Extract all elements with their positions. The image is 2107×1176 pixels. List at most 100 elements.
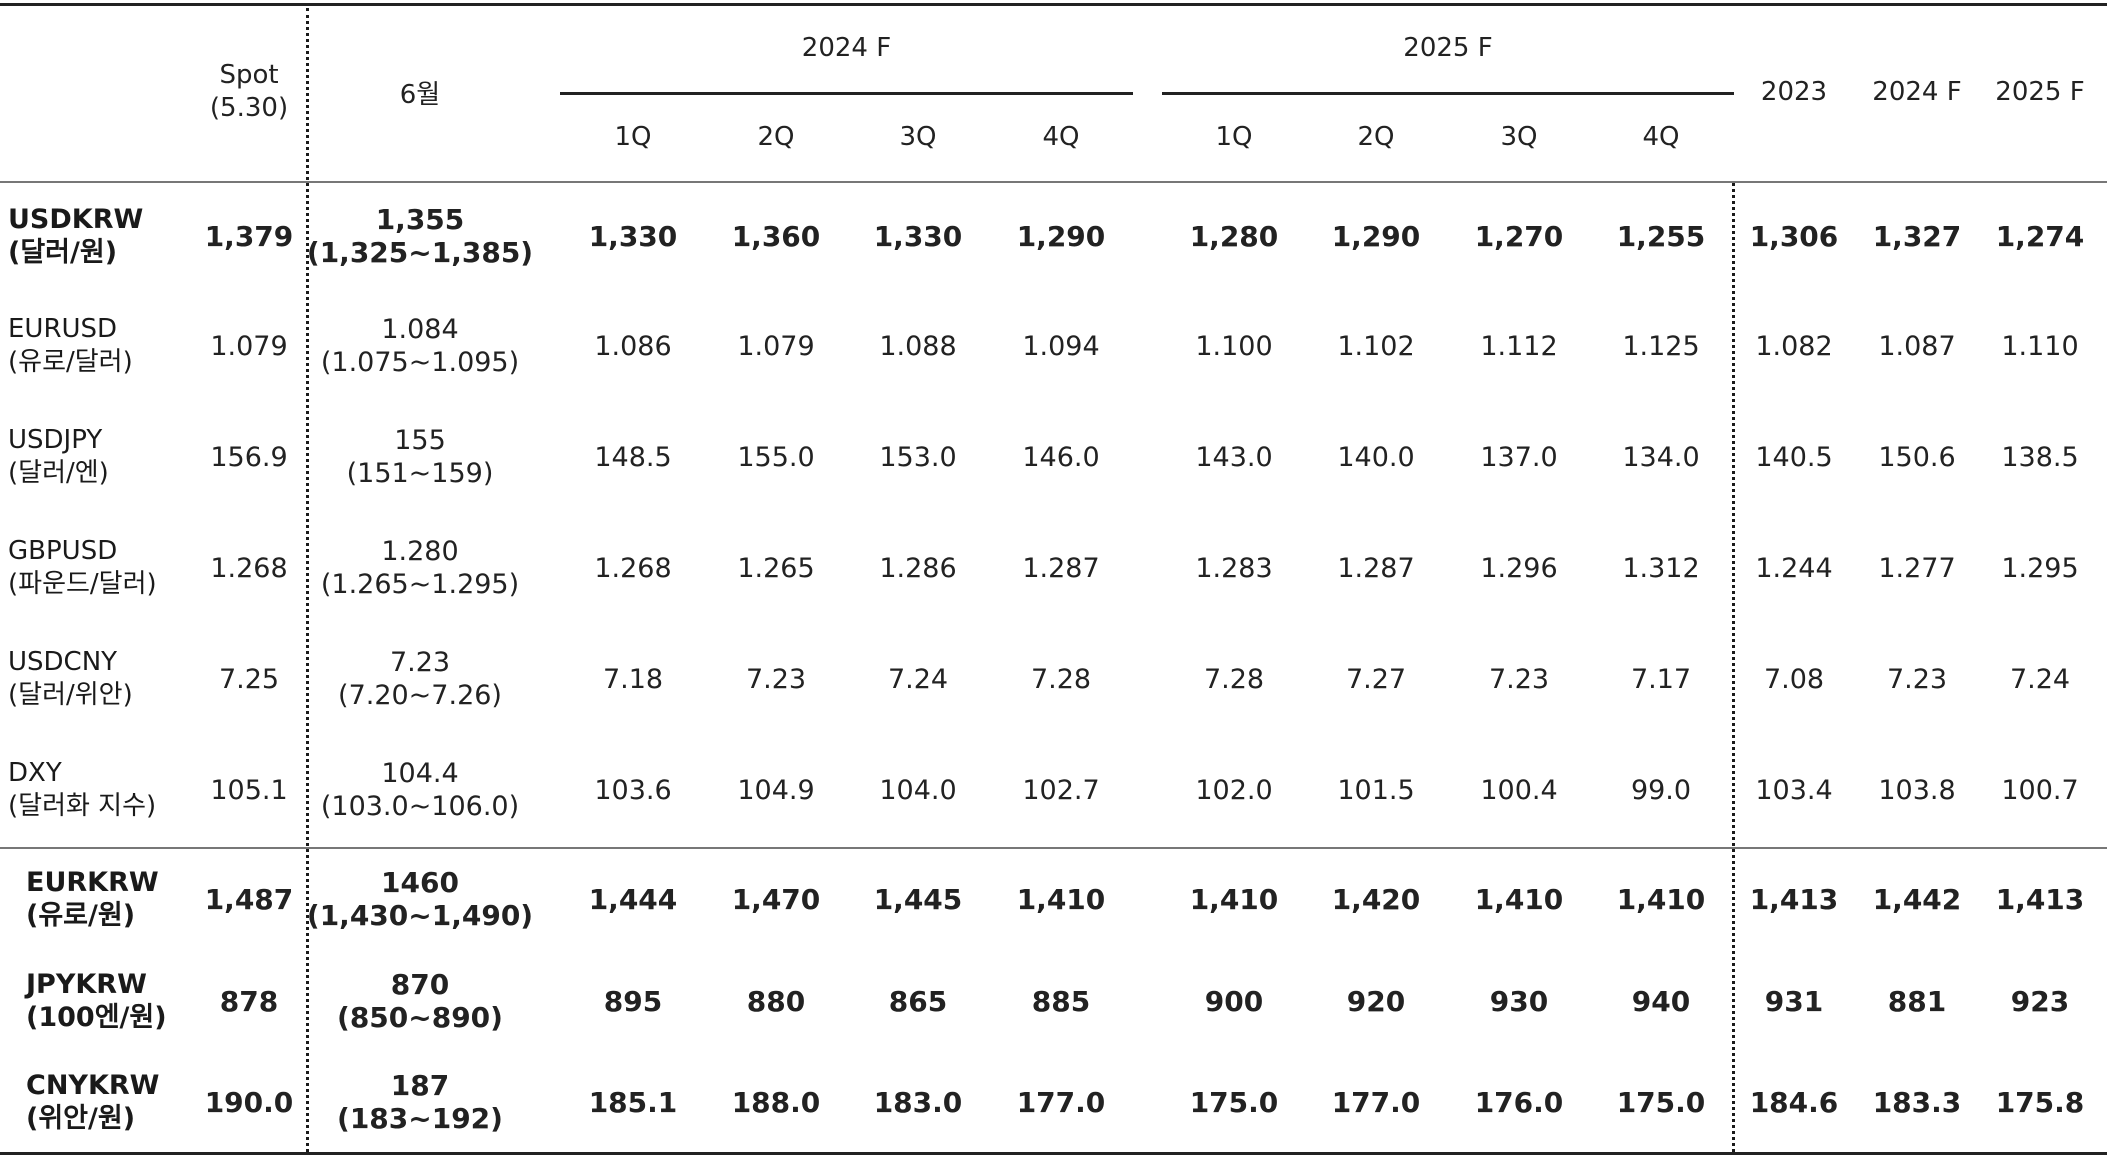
quarter-value: 155.0: [737, 441, 815, 473]
june-range: (1,430~1,490): [306, 899, 534, 932]
annual-separator: [1732, 183, 1735, 1152]
currency-desc: (위안/원): [26, 1103, 136, 1134]
annual-value: 1.295: [2001, 552, 2079, 584]
currency-desc: (유로/달러): [8, 347, 133, 377]
header-bottom-rule: [0, 181, 2107, 183]
june-range: (7.20~7.26): [338, 680, 502, 711]
quarter-value: 895: [603, 984, 663, 1018]
spot-value: 1.079: [210, 330, 288, 362]
quarter-value: 1,290: [1016, 219, 1106, 253]
quarter-value: 175.0: [1189, 1085, 1279, 1119]
currency-desc: (100엔/원): [26, 1002, 167, 1033]
currency-desc: (유로/원): [26, 900, 136, 931]
quarter-value: 1,255: [1616, 219, 1706, 253]
june-value: 870: [390, 968, 450, 1001]
quarter-value: 1,330: [873, 219, 963, 253]
quarter-value: 1,444: [588, 882, 678, 916]
quarter-value: 1.079: [737, 330, 815, 362]
quarter-value: 7.17: [1630, 663, 1692, 695]
spot-value: 1,379: [204, 219, 294, 253]
spot-header-date: (5.30): [209, 93, 289, 123]
spot-value: 1,487: [204, 882, 294, 916]
quarter-value: 1.102: [1337, 330, 1415, 362]
row-label: EURUSD (유로/달러): [8, 313, 133, 379]
annual-value: 1,442: [1872, 882, 1962, 916]
group-2024-header: 2024 F: [801, 33, 892, 63]
spot-header: Spot (5.30): [190, 55, 308, 129]
june-range: (1,325~1,385): [306, 236, 534, 269]
quarter-value: 1.265: [737, 552, 815, 584]
quarter-header-3: 3Q: [899, 122, 937, 152]
june-value: 1.084: [381, 314, 459, 345]
quarter-header-1: 1Q: [614, 122, 652, 152]
quarter-value: 885: [1031, 984, 1091, 1018]
quarter-value: 185.1: [588, 1085, 678, 1119]
june-forecast: 1.084 (1.075~1.095): [310, 300, 530, 392]
annual-value: 1.110: [2001, 330, 2079, 362]
june-value: 155: [394, 425, 446, 456]
june-range: (1.265~1.295): [320, 569, 520, 600]
annual-value: 175.8: [1995, 1085, 2085, 1119]
quarter-value: 1,410: [1616, 882, 1706, 916]
annual-value: 7.23: [1886, 663, 1948, 695]
quarter-value: 7.18: [602, 663, 664, 695]
quarter-value: 1.086: [594, 330, 672, 362]
currency-desc: (달러화 지수): [8, 791, 157, 821]
june-value: 187: [390, 1069, 450, 1102]
june-value: 1460: [381, 866, 459, 899]
currency-code: EURUSD: [8, 314, 118, 344]
june-forecast: 187 (183~192): [310, 1058, 530, 1146]
currency-code: DXY: [8, 758, 62, 788]
row-label: JPYKRW (100엔/원): [26, 968, 167, 1034]
quarter-value: 1.287: [1022, 552, 1100, 584]
annual-value: 1,413: [1749, 882, 1839, 916]
section-divider-rule: [0, 847, 2107, 849]
quarter-value: 177.0: [1016, 1085, 1106, 1119]
annual-value: 103.8: [1878, 774, 1956, 806]
annual-header-2: 2024 F: [1872, 77, 1962, 107]
quarter-value: 930: [1489, 984, 1549, 1018]
june-header: 6월: [399, 79, 441, 110]
quarter-value: 1,410: [1016, 882, 1106, 916]
june-range: (103.0~106.0): [320, 791, 520, 822]
annual-value: 881: [1887, 984, 1947, 1018]
annual-value: 138.5: [2001, 441, 2079, 473]
annual-value: 1,306: [1749, 219, 1839, 253]
quarter-value: 1,290: [1331, 219, 1421, 253]
quarter-value: 7.27: [1345, 663, 1407, 695]
spot-separator: [306, 8, 309, 1152]
quarter-value: 100.4: [1480, 774, 1558, 806]
june-forecast: 870 (850~890): [310, 957, 530, 1045]
quarter-value: 175.0: [1616, 1085, 1706, 1119]
spot-value: 190.0: [204, 1085, 294, 1119]
quarter-value: 148.5: [594, 441, 672, 473]
top-rule: [0, 3, 2107, 6]
group-2025-underline: [1162, 92, 1734, 95]
quarter-value: 103.6: [594, 774, 672, 806]
annual-value: 183.3: [1872, 1085, 1962, 1119]
row-label: DXY (달러화 지수): [8, 757, 156, 823]
quarter-value: 1,330: [588, 219, 678, 253]
quarter-value: 1.283: [1195, 552, 1273, 584]
quarter-header-8: 4Q: [1642, 122, 1680, 152]
spot-value: 156.9: [210, 441, 288, 473]
currency-code: USDJPY: [8, 425, 103, 455]
quarter-value: 101.5: [1337, 774, 1415, 806]
annual-value: 1.244: [1755, 552, 1833, 584]
currency-desc: (달러/엔): [8, 458, 109, 488]
quarter-value: 188.0: [731, 1085, 821, 1119]
quarter-value: 7.24: [887, 663, 949, 695]
quarter-value: 143.0: [1195, 441, 1273, 473]
june-value: 1.280: [381, 536, 459, 567]
june-range: (183~192): [337, 1102, 503, 1135]
june-range: (1.075~1.095): [320, 347, 520, 378]
quarter-header-6: 2Q: [1357, 122, 1395, 152]
currency-desc: (파운드/달러): [8, 569, 157, 599]
june-range: (151~159): [346, 458, 494, 489]
annual-value: 100.7: [2001, 774, 2079, 806]
row-label: USDKRW (달러/원): [8, 203, 143, 269]
spot-value: 7.25: [218, 663, 280, 695]
quarter-header-2: 2Q: [757, 122, 795, 152]
june-forecast: 1460 (1,430~1,490): [306, 855, 534, 943]
